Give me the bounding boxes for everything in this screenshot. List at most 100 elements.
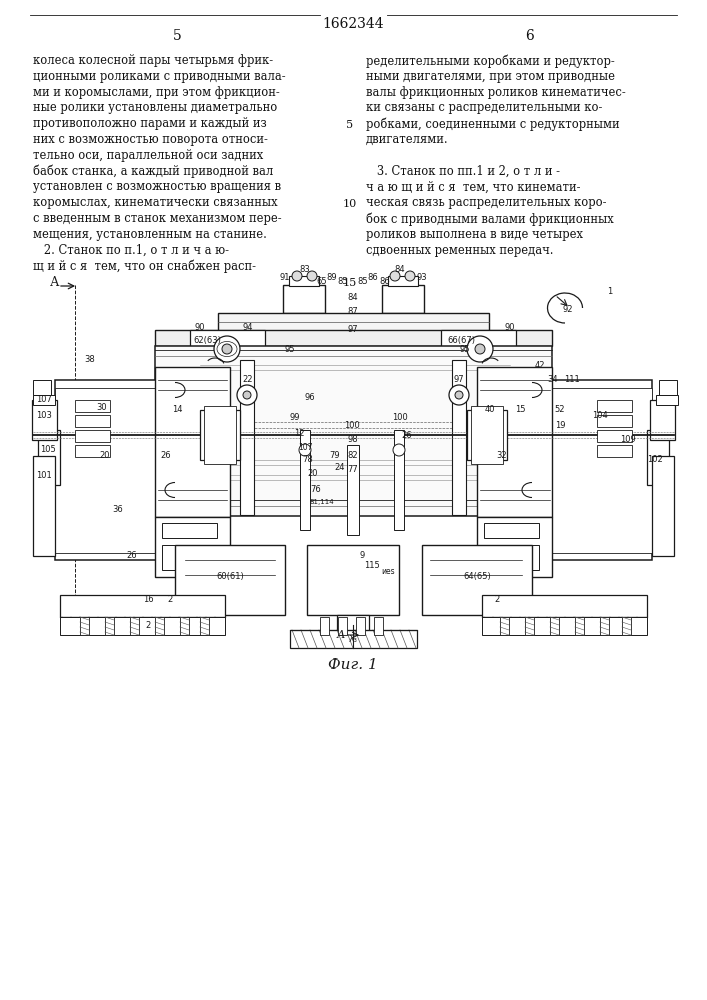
Text: 2: 2 <box>146 620 151 630</box>
Text: 15: 15 <box>515 406 525 414</box>
Text: 1662344: 1662344 <box>322 17 384 31</box>
Text: 26: 26 <box>402 430 412 440</box>
Circle shape <box>467 336 493 362</box>
Bar <box>200 617 209 635</box>
Circle shape <box>292 271 302 281</box>
Bar <box>155 517 230 577</box>
Circle shape <box>214 336 240 362</box>
Text: λ₃: λ₃ <box>349 636 358 645</box>
Text: 103: 103 <box>36 410 52 420</box>
Text: 93: 93 <box>416 273 427 282</box>
Bar <box>484 545 539 570</box>
Bar <box>394 430 404 530</box>
Text: бабок станка, а каждый приводной вал: бабок станка, а каждый приводной вал <box>33 165 273 178</box>
Bar <box>155 617 164 635</box>
Circle shape <box>299 444 311 456</box>
Text: 32: 32 <box>497 450 508 460</box>
Text: мещения, установленным на станине.: мещения, установленным на станине. <box>33 228 267 241</box>
Text: 86: 86 <box>368 273 378 282</box>
Text: ределительными коробками и редуктор-: ределительными коробками и редуктор- <box>366 54 615 68</box>
Text: Фиг. 1: Фиг. 1 <box>328 658 378 672</box>
Bar <box>175 545 285 615</box>
Text: 100: 100 <box>392 414 408 422</box>
Text: 5: 5 <box>346 120 354 130</box>
Text: колеса колесной пары четырьмя фрик-: колеса колесной пары четырьмя фрик- <box>33 54 273 67</box>
Circle shape <box>237 385 257 405</box>
Bar <box>471 406 503 464</box>
Text: 115: 115 <box>364 560 380 570</box>
Text: ми и коромыслами, при этом фрикцион-: ми и коромыслами, при этом фрикцион- <box>33 86 280 99</box>
Bar <box>33 395 55 405</box>
Text: 2: 2 <box>168 595 173 604</box>
Bar <box>356 617 365 635</box>
Text: 97: 97 <box>454 375 464 384</box>
Text: ными двигателями, при этом приводные: ными двигателями, при этом приводные <box>366 70 615 83</box>
Text: 5: 5 <box>173 29 182 43</box>
Text: 90: 90 <box>505 324 515 332</box>
Text: 99: 99 <box>290 414 300 422</box>
Text: 95: 95 <box>460 346 470 355</box>
Bar <box>218 313 489 331</box>
Text: 26: 26 <box>160 452 171 460</box>
Text: 22: 22 <box>243 375 253 384</box>
Bar <box>337 615 369 647</box>
Text: 111: 111 <box>564 375 580 384</box>
Bar <box>300 430 310 530</box>
Bar <box>500 617 509 635</box>
Bar <box>647 430 669 485</box>
Text: 96: 96 <box>305 393 315 402</box>
Text: 60(61): 60(61) <box>216 572 244 582</box>
Text: 65: 65 <box>317 277 327 286</box>
Bar <box>552 388 652 553</box>
Bar <box>467 410 507 460</box>
Bar <box>75 445 110 457</box>
Text: 107: 107 <box>36 395 52 404</box>
Text: 42: 42 <box>534 360 545 369</box>
Bar <box>374 617 383 635</box>
Text: ные ролики установлены диаметрально: ные ролики установлены диаметрально <box>33 101 277 114</box>
Bar <box>130 617 139 635</box>
Bar <box>547 380 652 560</box>
Bar <box>200 410 240 460</box>
Text: 9: 9 <box>359 550 365 560</box>
Text: ки связаны с распределительными ко-: ки связаны с распределительными ко- <box>366 101 602 114</box>
Bar <box>162 545 217 570</box>
Text: с введенным в станок механизмом пере-: с введенным в станок механизмом пере- <box>33 212 281 225</box>
Text: 84: 84 <box>348 294 358 302</box>
Text: 89: 89 <box>327 273 337 282</box>
Text: 101: 101 <box>36 471 52 480</box>
Text: установлен с возможностью вращения в: установлен с возможностью вращения в <box>33 180 281 193</box>
Bar <box>597 400 632 412</box>
Text: 62(63): 62(63) <box>193 336 221 344</box>
Bar <box>75 430 110 442</box>
Bar <box>650 400 675 440</box>
Bar <box>162 523 217 538</box>
Bar <box>388 276 418 286</box>
Text: 20: 20 <box>100 450 110 460</box>
Bar <box>307 545 399 615</box>
Bar <box>525 617 534 635</box>
Bar <box>180 617 189 635</box>
Text: 79: 79 <box>329 450 340 460</box>
Bar <box>75 400 110 412</box>
Bar <box>155 346 552 516</box>
Circle shape <box>455 391 463 399</box>
Text: 2. Станок по п.1, о т л и ч а ю-: 2. Станок по п.1, о т л и ч а ю- <box>33 244 229 257</box>
Bar <box>597 445 632 457</box>
Text: 14: 14 <box>172 406 182 414</box>
Bar <box>155 367 230 517</box>
Text: 66(67): 66(67) <box>447 336 475 344</box>
Bar <box>477 367 552 517</box>
Text: валы фрикционных роликов кинематичес-: валы фрикционных роликов кинематичес- <box>366 86 626 99</box>
Text: 109: 109 <box>620 436 636 444</box>
Circle shape <box>307 271 317 281</box>
Bar <box>32 400 57 440</box>
Text: 82: 82 <box>348 452 358 460</box>
Bar <box>55 388 155 553</box>
Text: 12: 12 <box>293 430 304 438</box>
Bar <box>289 276 319 286</box>
Text: 85: 85 <box>358 277 368 286</box>
Text: двигателями.: двигателями. <box>366 133 449 146</box>
Bar <box>597 415 632 427</box>
Text: 78: 78 <box>303 456 313 464</box>
